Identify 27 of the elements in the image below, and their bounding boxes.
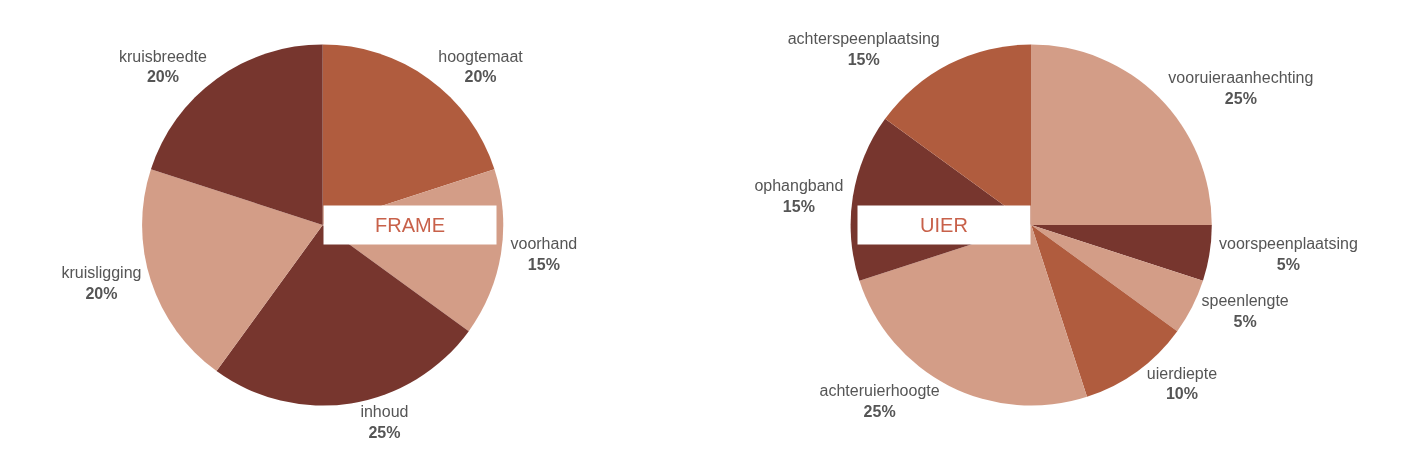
slice-label: inhoud: [360, 402, 409, 420]
text: UIER: [920, 214, 968, 236]
data-label: 25%: [368, 423, 401, 441]
slice-label: uierdiepte: [1146, 364, 1218, 382]
data-label: 20%: [146, 68, 179, 86]
slice-label: kruisligging: [61, 263, 142, 281]
data-label: 20%: [464, 68, 497, 86]
slice-label: voorspeenplaatsing: [1219, 234, 1358, 252]
data-label: 15%: [847, 50, 880, 68]
data-label: 10%: [1165, 385, 1198, 403]
slice-label: speenlengte: [1201, 291, 1289, 309]
slice-label: vooruieraanhechting: [1168, 68, 1314, 86]
slice-label: hoogtemaat: [438, 47, 524, 65]
data-label: 25%: [1224, 89, 1257, 107]
data-label: 5%: [1276, 255, 1300, 273]
pie-slice: [1031, 225, 1212, 281]
data-label: 25%: [863, 402, 896, 420]
slice-label: voorhand: [510, 234, 578, 252]
slice-label: achterspeenplaatsing: [787, 30, 940, 48]
data-label: 5%: [1233, 312, 1257, 330]
text: FRAME: [375, 214, 445, 236]
slice-label: achteruierhoogte: [819, 382, 940, 400]
data-label: 15%: [782, 198, 815, 216]
slice-label: kruisbreedte: [118, 47, 208, 65]
slice-label: ophangband: [754, 177, 844, 195]
data-label: 15%: [527, 255, 560, 273]
data-label: 20%: [85, 284, 118, 302]
